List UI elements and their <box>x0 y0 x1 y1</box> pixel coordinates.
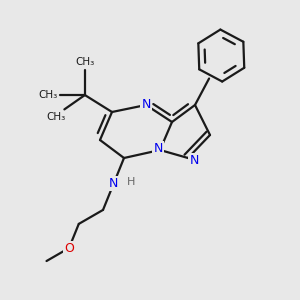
Text: O: O <box>64 242 74 254</box>
Text: H: H <box>127 177 136 187</box>
Text: CH₃: CH₃ <box>75 57 94 67</box>
Text: CH₃: CH₃ <box>38 90 58 100</box>
Text: CH₃: CH₃ <box>47 112 66 122</box>
Text: N: N <box>153 142 163 154</box>
Text: N: N <box>109 178 118 190</box>
Text: N: N <box>141 98 151 112</box>
Text: N: N <box>189 154 199 166</box>
